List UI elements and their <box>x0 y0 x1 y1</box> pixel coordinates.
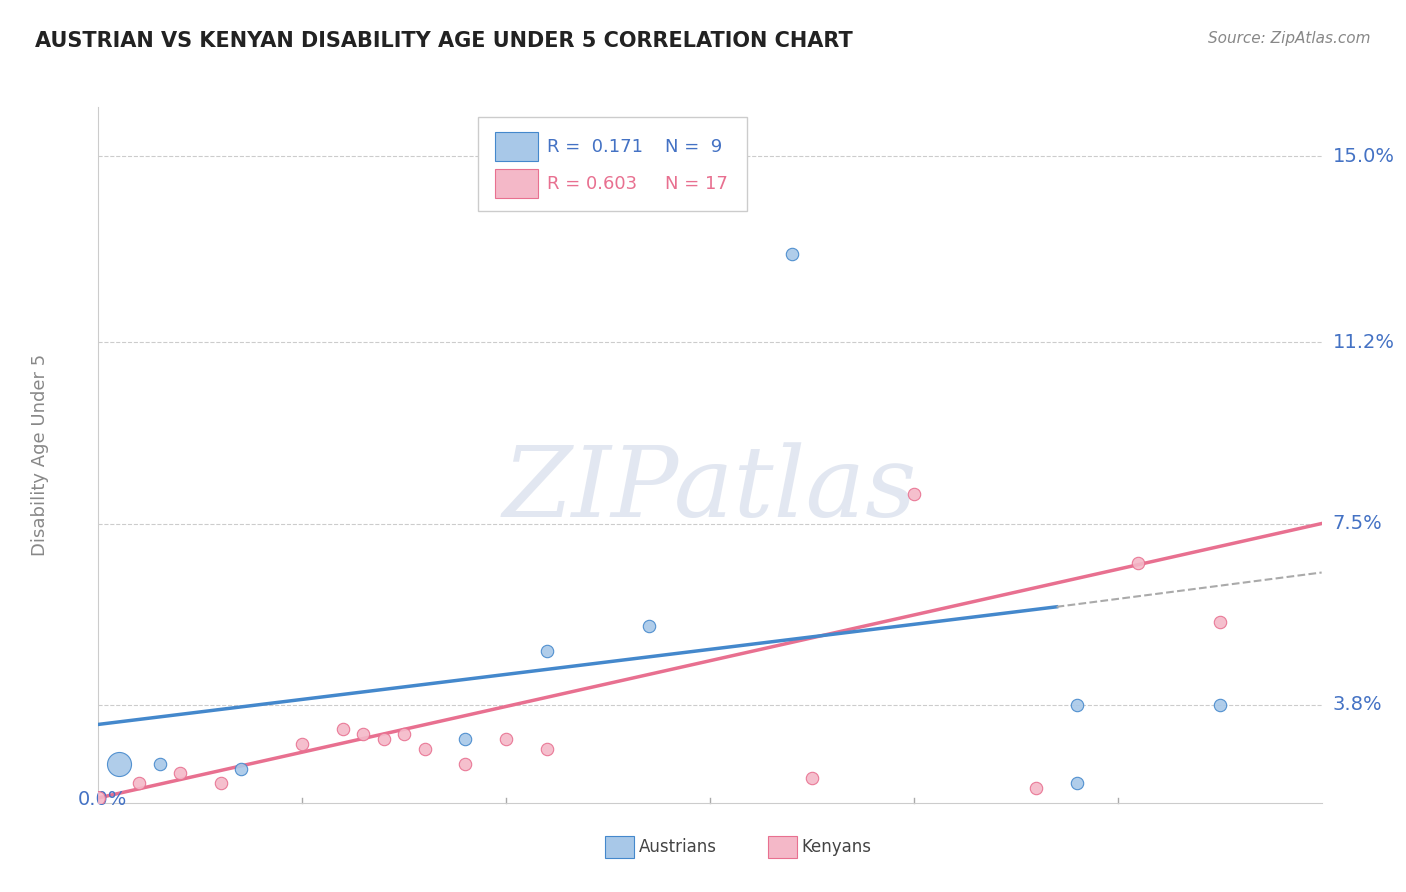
Text: R =  0.171: R = 0.171 <box>547 137 644 156</box>
Point <box>149 756 172 771</box>
Point <box>454 732 477 747</box>
Text: Austrians: Austrians <box>640 838 717 855</box>
Point <box>169 766 191 780</box>
Point <box>108 756 131 771</box>
Point <box>1066 776 1088 790</box>
Point <box>454 756 477 771</box>
Point <box>1066 698 1088 712</box>
Text: 3.8%: 3.8% <box>1333 695 1382 714</box>
Point <box>1025 781 1047 796</box>
Point <box>495 732 517 747</box>
Text: 7.5%: 7.5% <box>1333 514 1382 533</box>
Text: Source: ZipAtlas.com: Source: ZipAtlas.com <box>1208 31 1371 46</box>
FancyBboxPatch shape <box>768 836 797 858</box>
Point <box>352 727 374 741</box>
Point <box>231 762 253 776</box>
Text: N = 17: N = 17 <box>665 175 728 193</box>
Point <box>536 644 558 658</box>
Point <box>413 742 436 756</box>
Text: 15.0%: 15.0% <box>1333 146 1395 166</box>
FancyBboxPatch shape <box>495 169 537 198</box>
Point <box>373 732 395 747</box>
Point <box>780 247 803 261</box>
Point <box>903 487 925 501</box>
Point <box>128 776 150 790</box>
Text: ZIPatlas: ZIPatlas <box>503 442 917 537</box>
Text: N =  9: N = 9 <box>665 137 723 156</box>
Point <box>291 737 314 751</box>
Point <box>1208 698 1232 712</box>
FancyBboxPatch shape <box>478 118 747 211</box>
Text: 11.2%: 11.2% <box>1333 333 1395 351</box>
Text: Kenyans: Kenyans <box>801 838 872 855</box>
FancyBboxPatch shape <box>605 836 634 858</box>
Point <box>1128 556 1150 570</box>
FancyBboxPatch shape <box>495 132 537 161</box>
Point <box>209 776 232 790</box>
Point <box>392 727 416 741</box>
Point <box>1208 615 1232 629</box>
Text: R = 0.603: R = 0.603 <box>547 175 637 193</box>
Point <box>332 723 354 737</box>
Point <box>637 619 661 633</box>
Text: AUSTRIAN VS KENYAN DISABILITY AGE UNDER 5 CORRELATION CHART: AUSTRIAN VS KENYAN DISABILITY AGE UNDER … <box>35 31 853 51</box>
Point <box>536 742 558 756</box>
Text: Disability Age Under 5: Disability Age Under 5 <box>31 354 49 556</box>
Point <box>801 772 824 786</box>
Point <box>87 791 110 805</box>
Text: 0.0%: 0.0% <box>79 790 128 809</box>
